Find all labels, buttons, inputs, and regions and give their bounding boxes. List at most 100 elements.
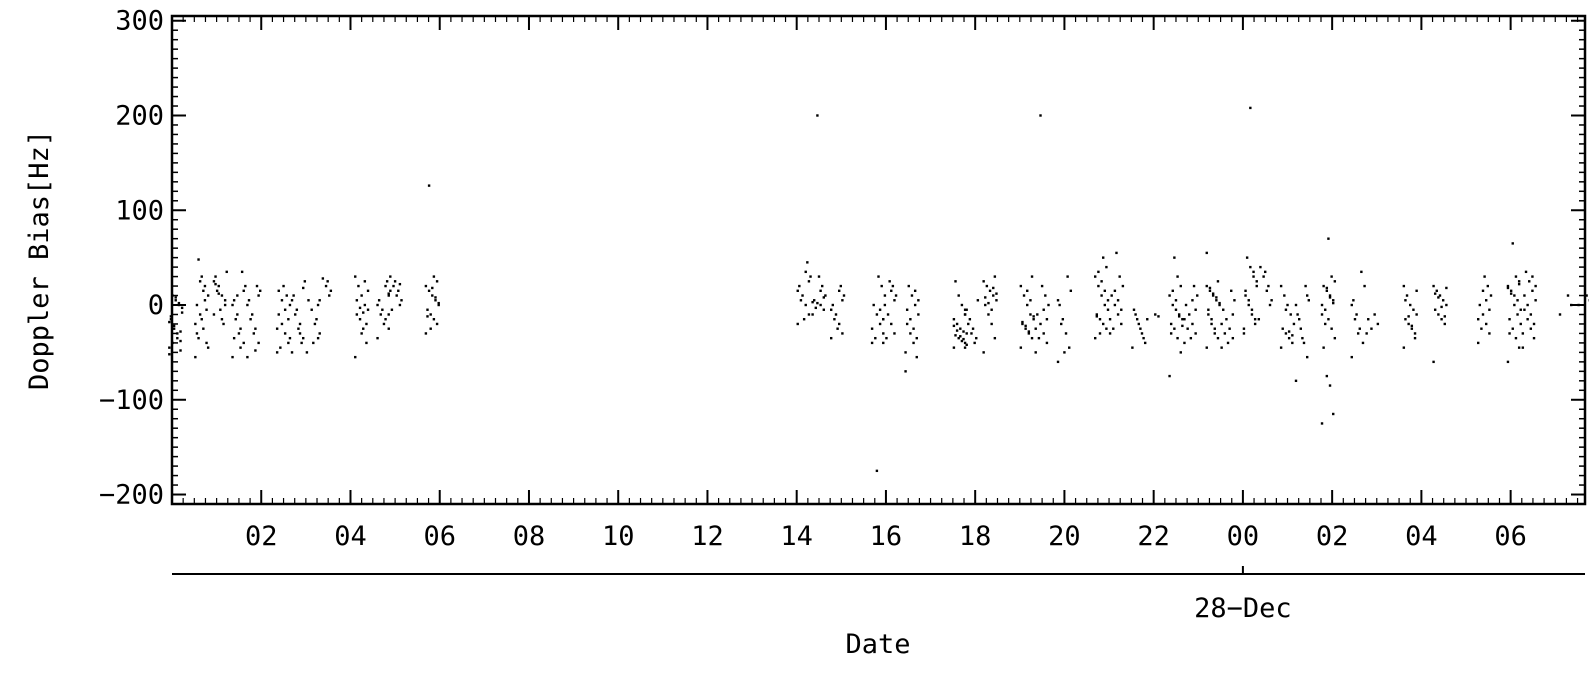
data-point (1097, 270, 1100, 274)
data-point (987, 313, 990, 316)
data-point (883, 294, 887, 297)
data-point (1176, 336, 1179, 340)
data-point (1438, 294, 1442, 297)
data-point (1058, 303, 1061, 307)
data-point (197, 258, 200, 261)
data-point (1488, 332, 1491, 335)
data-point (1279, 346, 1283, 349)
data-point (1137, 322, 1140, 326)
data-point (1108, 318, 1112, 321)
data-point (237, 332, 241, 335)
data-point (384, 284, 387, 288)
data-point (285, 294, 288, 297)
data-point (1177, 315, 1181, 318)
data-point (305, 351, 309, 354)
data-point (1069, 289, 1073, 292)
data-point (177, 301, 181, 305)
data-point (1215, 299, 1218, 302)
data-point (249, 318, 252, 321)
data-point (816, 301, 819, 305)
data-point (435, 280, 439, 283)
data-point (962, 337, 965, 341)
data-point (362, 311, 365, 314)
data-point (434, 296, 437, 299)
data-point (990, 322, 993, 326)
data-point (1218, 301, 1221, 305)
data-point (910, 294, 914, 297)
data-point (1205, 251, 1208, 255)
data-point (1215, 296, 1218, 299)
data-point (1307, 299, 1310, 302)
data-point (952, 318, 956, 321)
data-point (387, 292, 390, 295)
data-point (1208, 286, 1212, 290)
data-point (198, 313, 202, 316)
data-point (1358, 327, 1361, 330)
data-point (1435, 289, 1438, 292)
data-point (1521, 332, 1525, 335)
data-point (318, 332, 321, 335)
data-point (817, 275, 821, 278)
data-point (1095, 315, 1099, 318)
data-point (1021, 322, 1024, 326)
data-point (220, 318, 224, 321)
data-point (1027, 330, 1031, 333)
data-point (1259, 265, 1262, 269)
data-point (355, 313, 359, 316)
data-point (822, 296, 826, 299)
data-point (1292, 322, 1296, 326)
data-point (831, 303, 834, 307)
data-point (1250, 313, 1254, 316)
data-point (220, 294, 224, 297)
data-point (437, 301, 440, 305)
data-point (1223, 332, 1227, 335)
data-point (1196, 294, 1199, 297)
data-point (427, 289, 431, 292)
data-point (1120, 308, 1123, 311)
data-point (1264, 270, 1267, 274)
data-point (1026, 303, 1029, 307)
data-point (206, 294, 210, 297)
data-point (432, 275, 436, 278)
data-point (912, 327, 915, 330)
data-point (277, 289, 280, 292)
y-axis-title: Doppler Bias[Hz] (24, 130, 55, 390)
data-point (294, 313, 297, 316)
data-point (796, 322, 799, 326)
data-point (1267, 284, 1270, 288)
data-point (1040, 284, 1044, 288)
data-point (1068, 346, 1071, 349)
data-point (1220, 346, 1223, 349)
data-point (1404, 318, 1407, 321)
data-point (1061, 318, 1065, 321)
data-point (1523, 308, 1526, 311)
data-point (1350, 303, 1353, 307)
data-point (1131, 346, 1134, 349)
data-point (1169, 322, 1173, 326)
data-point (841, 299, 844, 302)
data-point (1213, 327, 1216, 330)
x-tick-label: 16 (870, 521, 903, 552)
data-point (251, 313, 254, 316)
data-point (1521, 346, 1525, 349)
data-point (796, 289, 799, 292)
data-point (1247, 303, 1250, 307)
data-point (200, 318, 203, 321)
x-tick-label: 06 (1494, 521, 1527, 552)
data-point (1413, 336, 1417, 340)
data-point (1441, 299, 1445, 302)
data-point (807, 280, 811, 283)
data-point (246, 303, 249, 307)
data-point (1328, 294, 1332, 297)
date-label: 28−Dec (1194, 593, 1292, 624)
data-point (1513, 294, 1516, 297)
data-point (389, 275, 392, 278)
data-point (195, 332, 199, 335)
data-point (1402, 284, 1406, 288)
data-point (1171, 303, 1174, 307)
data-point (362, 327, 365, 330)
data-point (177, 303, 181, 307)
data-point (985, 284, 989, 288)
data-point (236, 313, 239, 316)
data-point (1032, 315, 1035, 318)
